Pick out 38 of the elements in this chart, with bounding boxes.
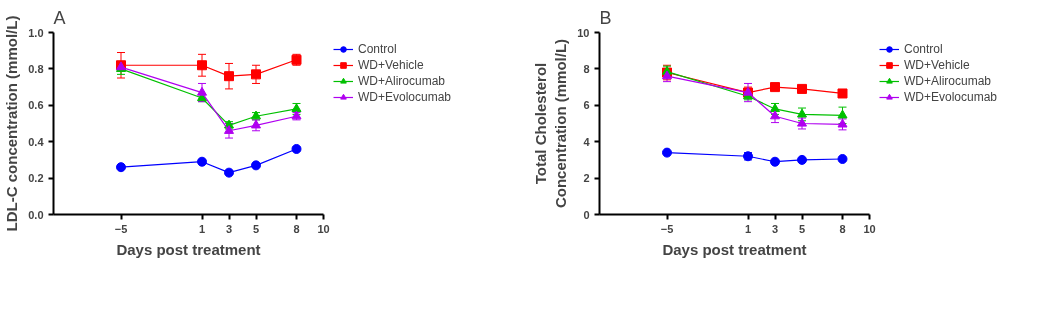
x-axis-title: Days post treatment xyxy=(116,240,261,258)
x-axis-title: Days post treatment xyxy=(662,240,807,258)
text: A xyxy=(53,7,66,28)
y-tick-label: 0.8 xyxy=(28,62,44,75)
y-tick-label: 2 xyxy=(583,172,590,185)
y-axis-title: Total Cholesterol Concentration (mmol/L) xyxy=(531,38,570,209)
x-tick-label: 5 xyxy=(252,222,260,235)
legend-label: Control xyxy=(904,42,943,56)
legend-label: WD+Vehicle xyxy=(358,58,424,72)
legend-label: WD+Evolocumab xyxy=(904,90,998,104)
x-tick-label: −5 xyxy=(114,222,128,235)
y-tick-label: 1.0 xyxy=(28,26,44,39)
y-tick-label: 0.2 xyxy=(28,172,44,185)
legend-label: WD+Alirocumab xyxy=(904,74,992,88)
y-tick-label: 0.4 xyxy=(28,135,45,148)
y-tick-label: 0.0 xyxy=(28,208,44,221)
x-tick-label: 10 xyxy=(863,222,876,235)
legend-label: WD+Vehicle xyxy=(904,58,970,72)
x-tick-label: 1 xyxy=(198,222,206,235)
x-tick-label: 5 xyxy=(798,222,806,235)
x-tick-label: 10 xyxy=(317,222,330,235)
legend-label: Control xyxy=(358,42,397,56)
x-tick-label: 3 xyxy=(225,222,233,235)
legend-label: WD+Alirocumab xyxy=(358,74,446,88)
y-tick-label: 10 xyxy=(577,26,590,39)
y-tick-label: 4 xyxy=(583,135,591,148)
x-tick-label: −5 xyxy=(660,222,674,235)
x-tick-label: 8 xyxy=(293,222,300,235)
y-axis-title: LDL-C concentration (mmol/L) xyxy=(3,15,21,232)
y-tick-label: 6 xyxy=(583,99,590,112)
x-tick-label: 1 xyxy=(744,222,752,235)
text: B xyxy=(599,7,612,28)
x-tick-label: 8 xyxy=(839,222,846,235)
y-tick-label: 8 xyxy=(583,62,590,75)
y-tick-label: 0.6 xyxy=(28,99,44,112)
y-tick-label: 0 xyxy=(583,208,590,221)
x-tick-label: 3 xyxy=(771,222,779,235)
legend-label: WD+Evolocumab xyxy=(358,90,452,104)
